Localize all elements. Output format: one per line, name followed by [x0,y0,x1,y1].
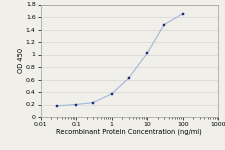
X-axis label: Recombinant Protein Concentration (ng/ml): Recombinant Protein Concentration (ng/ml… [56,129,202,135]
Y-axis label: OD 450: OD 450 [18,48,24,73]
